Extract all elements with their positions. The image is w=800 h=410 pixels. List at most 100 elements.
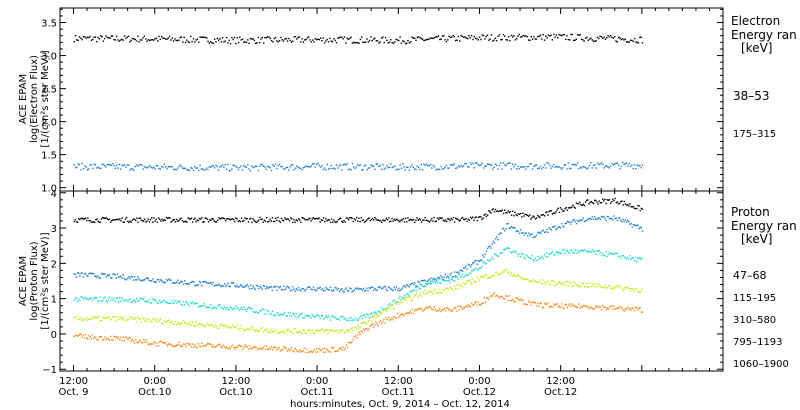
proton-data-point <box>156 318 159 320</box>
electron-data-point <box>100 35 102 37</box>
electron-data-point <box>411 164 413 166</box>
proton-data-point <box>117 276 120 278</box>
proton-data-point <box>408 294 410 296</box>
proton-data-point <box>349 217 351 219</box>
proton-data-point <box>240 306 243 309</box>
electron-data-point <box>158 35 160 38</box>
electron-data-point <box>309 166 311 168</box>
proton-data-point <box>340 347 342 350</box>
proton-data-point <box>475 301 477 303</box>
proton-data-point <box>506 268 508 270</box>
proton-data-point <box>260 286 262 289</box>
electron-data-point <box>81 162 83 165</box>
proton-data-point <box>397 312 399 315</box>
electron-data-point <box>76 39 78 41</box>
proton-data-point <box>145 277 147 279</box>
proton-data-point <box>346 217 349 219</box>
proton-data-point <box>368 327 370 330</box>
proton-data-point <box>260 310 262 312</box>
proton-data-point <box>94 336 96 338</box>
proton-data-point <box>269 332 271 334</box>
electron-data-point <box>289 39 291 42</box>
electron-data-point <box>392 166 395 168</box>
proton-data-point <box>551 306 554 308</box>
proton-data-point <box>83 297 86 299</box>
proton-data-point <box>117 219 120 221</box>
proton-data-point <box>352 329 354 331</box>
proton-data-point <box>174 345 177 347</box>
proton-data-point <box>514 251 516 254</box>
electron-data-point <box>459 40 461 42</box>
proton-data-point <box>449 274 451 276</box>
proton-data-point <box>91 221 94 223</box>
electron-data-point <box>563 34 566 36</box>
proton-data-point <box>490 212 492 214</box>
proton-data-point <box>564 252 566 254</box>
proton-data-point <box>226 284 228 286</box>
proton-data-point <box>358 288 360 290</box>
proton-data-point <box>461 273 464 275</box>
proton-data-point <box>419 288 422 290</box>
proton-data-point <box>565 250 567 252</box>
proton-data-point <box>616 201 619 203</box>
proton-data-point <box>416 309 418 311</box>
proton-data-point <box>539 216 541 219</box>
proton-data-point <box>340 330 342 332</box>
proton-data-point <box>294 347 296 350</box>
proton-data-point <box>377 310 379 312</box>
proton-data-point <box>397 301 399 304</box>
electron-data-point <box>636 41 638 44</box>
proton-data-point <box>285 329 287 331</box>
proton-data-point <box>611 288 613 290</box>
electron-data-point <box>512 36 514 38</box>
proton-data-point <box>320 219 323 221</box>
proton-data-point <box>125 216 128 219</box>
electron-data-point <box>444 39 446 41</box>
proton-data-point <box>523 256 525 258</box>
proton-data-point <box>639 226 641 229</box>
electron-data-point <box>398 39 400 42</box>
electron-data-point <box>284 168 286 170</box>
electron-data-point <box>417 36 420 38</box>
proton-data-point <box>445 220 448 223</box>
proton-data-point <box>402 313 405 315</box>
proton-data-point <box>520 277 522 280</box>
proton-data-point <box>375 218 377 220</box>
electron-data-point <box>253 39 256 41</box>
electron-data-point <box>302 167 305 169</box>
proton-data-point <box>114 219 116 221</box>
proton-data-point <box>514 211 516 214</box>
proton-data-point <box>98 315 100 317</box>
electron-data-point <box>192 169 195 171</box>
electron-data-point <box>406 166 408 168</box>
proton-data-point <box>524 303 526 305</box>
proton-data-point <box>73 299 75 301</box>
electron-data-point <box>100 167 102 170</box>
proton-data-point <box>344 221 346 223</box>
proton-data-point <box>359 333 361 335</box>
electron-data-point <box>478 164 481 167</box>
proton-data-point <box>299 289 301 291</box>
electron-data-point <box>249 37 252 40</box>
electron-data-point <box>607 34 609 37</box>
proton-data-point <box>198 323 201 325</box>
proton-data-point <box>534 280 537 282</box>
proton-data-point <box>172 323 174 325</box>
proton-data-point <box>138 317 140 320</box>
proton-data-point <box>596 218 598 220</box>
proton-data-point <box>616 252 619 255</box>
proton-data-point <box>141 220 144 222</box>
proton-data-point <box>222 308 225 310</box>
proton-data-point <box>245 310 247 313</box>
electron-data-point <box>355 42 358 44</box>
proton-data-point <box>422 280 424 282</box>
proton-data-point <box>100 319 103 322</box>
proton-data-point <box>595 199 597 202</box>
proton-data-point <box>556 209 558 211</box>
electron-data-point <box>361 169 363 171</box>
proton-data-point <box>220 217 222 220</box>
electron-data-point <box>350 169 352 171</box>
proton-data-point <box>211 307 213 309</box>
electron-data-point <box>538 167 540 170</box>
proton-data-point <box>611 252 613 254</box>
